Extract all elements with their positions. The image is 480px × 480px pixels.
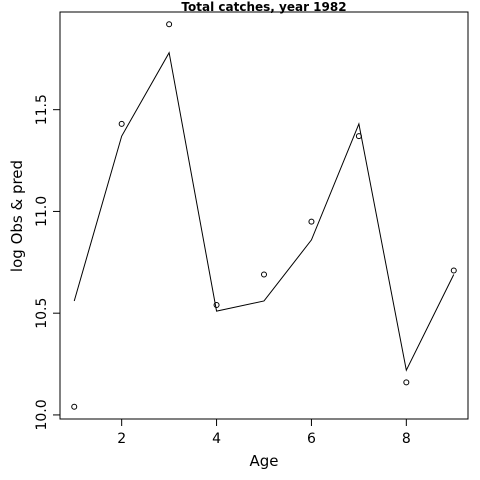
- observed-point: [308, 218, 315, 225]
- y-axis: 10.0 10.5 11.0 11.5: [34, 94, 61, 431]
- observed-point: [261, 271, 267, 278]
- observed-point: [71, 403, 78, 410]
- x-tick-label: 8: [402, 431, 411, 447]
- observed-point: [450, 267, 457, 274]
- y-tick-label: 10.0: [34, 399, 50, 430]
- plot-frame: [59, 11, 469, 420]
- y-tick-label: 11.5: [34, 94, 50, 125]
- series-layer: [71, 21, 457, 410]
- x-tick-label: 4: [212, 431, 221, 447]
- x-tick-label: 6: [307, 431, 316, 447]
- observed-point: [213, 302, 220, 309]
- observed-point: [403, 379, 410, 386]
- observed-point: [118, 120, 125, 127]
- observed-point: [166, 21, 173, 28]
- x-axis: 2 4 6 8: [117, 418, 411, 447]
- y-axis-label: log Obs & pred: [8, 160, 26, 272]
- y-tick-label: 11.0: [34, 196, 50, 227]
- chart-title: Total catches, year 1982: [181, 0, 346, 14]
- predicted-line: [73, 51, 455, 372]
- x-axis-label: Age: [249, 452, 278, 470]
- x-tick-label: 2: [117, 431, 126, 447]
- y-tick-label: 10.5: [34, 298, 50, 329]
